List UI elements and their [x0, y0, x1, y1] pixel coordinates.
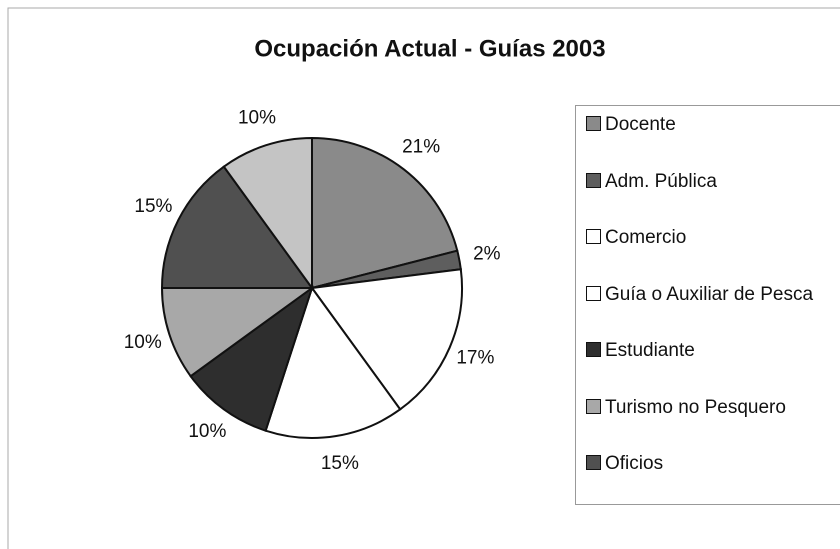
pie-slice: [160, 165, 314, 289]
legend-item: Docente: [586, 114, 840, 136]
chart-title: Ocupación Actual - Guías 2003: [254, 35, 605, 62]
data-label: 15%: [134, 196, 172, 217]
legend-item: Guía o Auxiliar de Pesca: [586, 284, 840, 306]
data-label: 2%: [473, 244, 501, 265]
pie-slice: [189, 285, 314, 432]
legend-item: Comercio: [586, 227, 840, 249]
legend-swatch: [586, 116, 601, 131]
data-label: 10%: [188, 421, 226, 442]
legend-item: Adm. Pública: [586, 171, 840, 193]
pie-slice: [311, 136, 459, 290]
legend: Docente Adm. Pública Comercio Guía o Auxili…: [575, 105, 840, 505]
legend-swatch: [586, 285, 601, 301]
legend-item: Estudiante: [586, 340, 840, 362]
data-label: 17%: [456, 348, 494, 369]
legend-label: Guía o Auxiliar de Pesca: [605, 283, 814, 305]
legend-label: Docente: [605, 114, 676, 135]
data-label: 10%: [124, 332, 162, 353]
legend-label: Oficios: [605, 453, 664, 474]
data-label: 21%: [402, 136, 440, 157]
data-label: 15%: [321, 453, 359, 474]
legend-label: Estudiante: [605, 340, 695, 361]
legend-item: Turismo no Pesquero: [586, 397, 840, 419]
legend-label: Comercio: [605, 227, 687, 248]
legend-swatch: [586, 229, 601, 244]
legend-item: Oficios: [586, 453, 840, 475]
data-label: 10%: [238, 108, 276, 129]
legend-swatch: [586, 455, 601, 470]
pie-slice: [310, 268, 463, 411]
legend-swatch: [586, 172, 601, 188]
legend-swatch: [586, 342, 601, 357]
legend-label: Adm. Pública: [605, 170, 717, 192]
pie-slice: [160, 287, 316, 378]
pie-slice: [264, 285, 402, 439]
legend-swatch: [586, 398, 601, 414]
legend-label: Turismo no Pesquero: [605, 396, 786, 418]
pie-slice: [222, 136, 313, 292]
